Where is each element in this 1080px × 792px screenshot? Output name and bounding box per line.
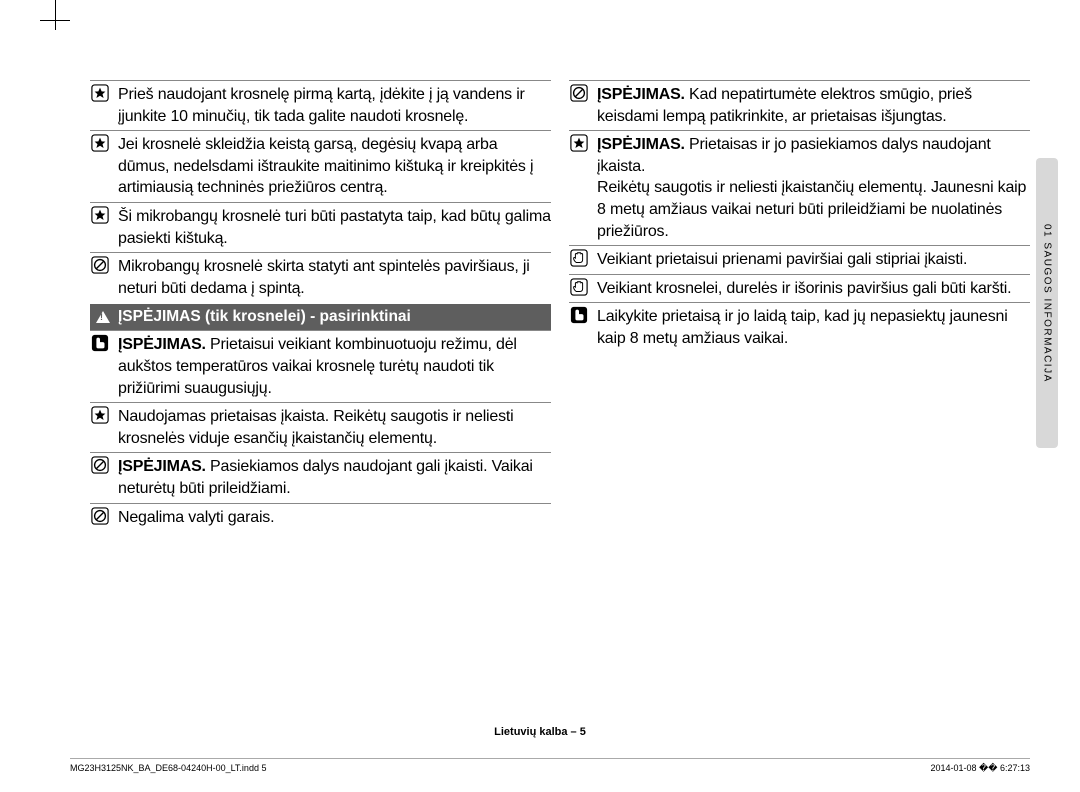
instruction-text: Veikiant prietaisui prienami paviršiai g… xyxy=(597,249,967,271)
instruction-item: Veikiant prietaisui prienami paviršiai g… xyxy=(569,246,1030,275)
instruction-text: ĮSPĖJIMAS. Prietaisui veikiant kombinuot… xyxy=(118,334,551,399)
print-footer-left: MG23H3125NK_BA_DE68-04240H-00_LT.indd 5 xyxy=(70,763,266,774)
instruction-item: Mikrobangų krosnelė skirta statyti ant s… xyxy=(90,253,551,302)
instruction-item: Negalima valyti garais. xyxy=(90,504,551,532)
instruction-item: Veikiant krosnelei, durelės ir išorinis … xyxy=(569,275,1030,304)
side-tab-label: 01 SAUGOS INFORMACIJA xyxy=(1042,224,1053,383)
star-icon xyxy=(90,84,110,102)
instruction-item: ĮSPĖJIMAS. Pasiekiamos dalys naudojant g… xyxy=(90,453,551,503)
instruction-text: Negalima valyti garais. xyxy=(118,507,274,529)
print-footer-right: 2014-01-08 �� 6:27:13 xyxy=(930,763,1030,774)
instruction-text: Veikiant krosnelei, durelės ir išorinis … xyxy=(597,278,1011,300)
instruction-item: Ši mikrobangų krosnelė turi būti pastaty… xyxy=(90,203,551,253)
instruction-text: Jei krosnelė skleidžia keistą garsą, deg… xyxy=(118,134,551,199)
column-right: ĮSPĖJIMAS. Kad nepatirtumėte elektros sm… xyxy=(569,80,1030,531)
instruction-text: Mikrobangų krosnelė skirta statyti ant s… xyxy=(118,256,551,299)
finger-icon xyxy=(569,306,589,324)
star-icon xyxy=(90,134,110,152)
hand-icon xyxy=(569,278,589,296)
prohibit-icon xyxy=(90,507,110,525)
instruction-text: ĮSPĖJIMAS. Pasiekiamos dalys naudojant g… xyxy=(118,456,551,499)
instruction-text: ĮSPĖJIMAS. Prietaisas ir jo pasiekiamos … xyxy=(597,134,1030,242)
instruction-item: ĮSPĖJIMAS. Kad nepatirtumėte elektros sm… xyxy=(569,81,1030,131)
finger-icon xyxy=(90,334,110,352)
side-tab: 01 SAUGOS INFORMACIJA xyxy=(1036,158,1058,448)
instruction-item: ĮSPĖJIMAS. Prietaisui veikiant kombinuot… xyxy=(90,331,551,403)
prohibit-icon xyxy=(90,456,110,474)
section-header-text: ĮSPĖJIMAS (tik krosnelei) - pasirinktina… xyxy=(118,308,411,326)
page-footer: Lietuvių kalba – 5 xyxy=(0,726,1080,738)
hand-icon xyxy=(569,249,589,267)
instruction-item: Jei krosnelė skleidžia keistą garsą, deg… xyxy=(90,131,551,203)
warning-triangle-icon xyxy=(96,311,110,323)
instruction-item: Laikykite prietaisą ir jo laidą taip, ka… xyxy=(569,303,1030,352)
instruction-text: Naudojamas prietaisas įkaista. Reikėtų s… xyxy=(118,406,551,449)
instruction-text: ĮSPĖJIMAS. Kad nepatirtumėte elektros sm… xyxy=(597,84,1030,127)
content-columns: Prieš naudojant krosnelę pirmą kartą, įd… xyxy=(90,80,1030,531)
warning-section-header: ĮSPĖJIMAS (tik krosnelei) - pasirinktina… xyxy=(90,304,551,330)
instruction-item: ĮSPĖJIMAS. Prietaisas ir jo pasiekiamos … xyxy=(569,131,1030,246)
instruction-item: Prieš naudojant krosnelę pirmą kartą, įd… xyxy=(90,81,551,131)
instruction-text: Prieš naudojant krosnelę pirmą kartą, įd… xyxy=(118,84,551,127)
star-icon xyxy=(90,406,110,424)
star-icon xyxy=(569,134,589,152)
print-footer: MG23H3125NK_BA_DE68-04240H-00_LT.indd 5 … xyxy=(70,758,1030,774)
instruction-text: Ši mikrobangų krosnelė turi būti pastaty… xyxy=(118,206,551,249)
prohibit-icon xyxy=(90,256,110,274)
star-icon xyxy=(90,206,110,224)
instruction-text: Laikykite prietaisą ir jo laidą taip, ka… xyxy=(597,306,1030,349)
column-left: Prieš naudojant krosnelę pirmą kartą, įd… xyxy=(90,80,551,531)
instruction-item: Naudojamas prietaisas įkaista. Reikėtų s… xyxy=(90,403,551,453)
prohibit-icon xyxy=(569,84,589,102)
